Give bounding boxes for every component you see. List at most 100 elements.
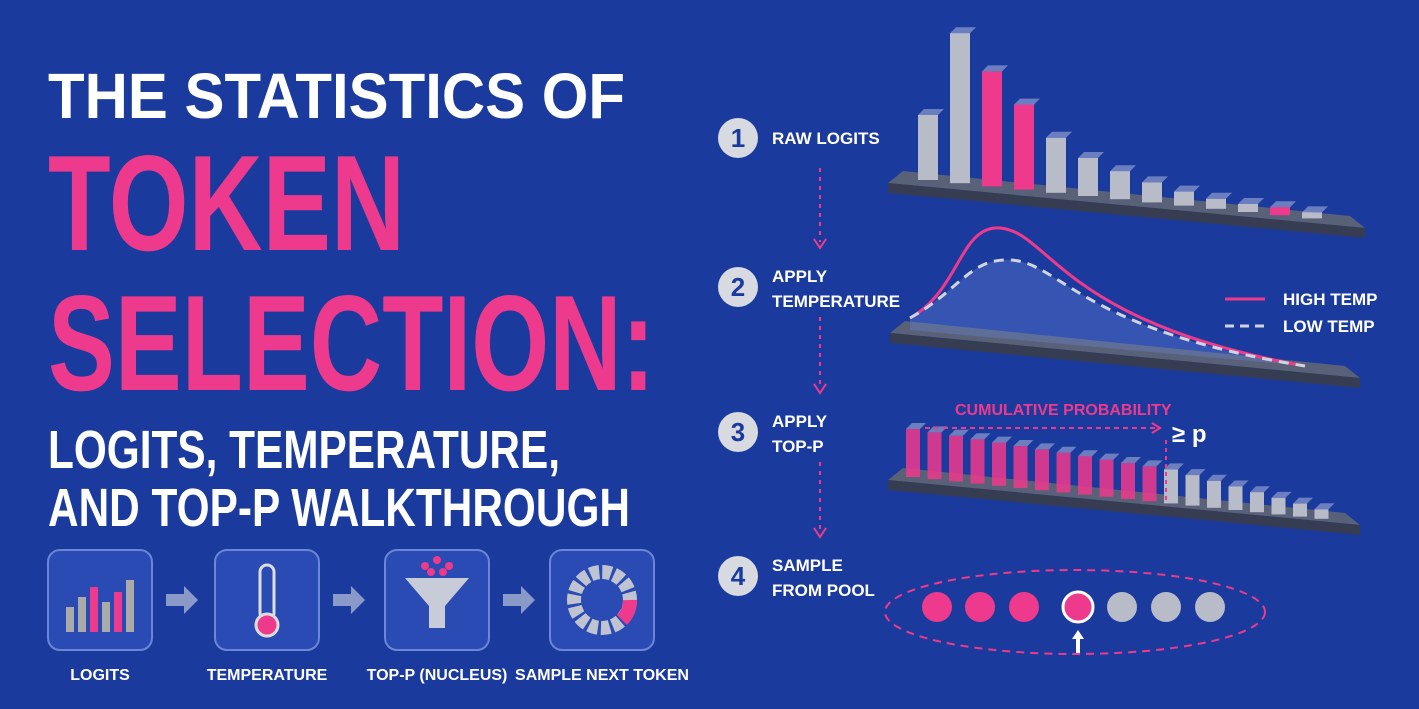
bar-top (1013, 440, 1034, 446)
icon-label: SAMPLE NEXT TOKEN (515, 667, 689, 684)
bar-top (1250, 486, 1270, 493)
token (1195, 592, 1225, 622)
token (965, 592, 995, 622)
bar (1121, 463, 1135, 499)
title-highlight: SELECTION: (48, 267, 655, 419)
bar (1056, 452, 1071, 493)
step-number: 1 (731, 123, 745, 153)
bar (950, 33, 970, 184)
particle (427, 568, 435, 576)
bar-top (1110, 165, 1136, 172)
bar-top (1207, 474, 1227, 481)
bar (1302, 212, 1322, 219)
particle (439, 568, 447, 576)
bar-top (1099, 453, 1120, 460)
flow-arrow (166, 586, 198, 614)
particle (445, 562, 453, 570)
bar (1314, 509, 1329, 519)
bar (1035, 449, 1049, 491)
platform (890, 321, 1360, 378)
bar (927, 432, 942, 480)
step-label: TEMPERATURE (772, 292, 900, 311)
bar (1250, 492, 1264, 513)
bar (1206, 198, 1226, 209)
connector-head (813, 238, 827, 250)
title-highlight: TOKEN (48, 127, 405, 279)
pick-arrow (1072, 630, 1084, 653)
bar (1078, 456, 1092, 495)
bar (1238, 204, 1258, 212)
bar (992, 442, 1006, 486)
step-number: 4 (731, 561, 746, 591)
icon-bar (114, 592, 122, 632)
bar (918, 115, 938, 180)
area (910, 259, 1305, 366)
flow-arrow (333, 586, 365, 614)
token (1151, 592, 1181, 622)
step-label: APPLY (772, 412, 828, 431)
bar-top (970, 433, 991, 440)
thermometer-bulb (254, 612, 280, 638)
subtitle-line: AND TOP-P WALKTHROUGH (48, 478, 630, 538)
bar-top (1302, 206, 1328, 213)
bar-top (1078, 450, 1098, 457)
step-label: SAMPLE (772, 556, 843, 575)
bar-top (950, 27, 976, 34)
icon-label: LOGITS (70, 667, 130, 684)
platform (888, 171, 1365, 228)
step-number: 3 (731, 417, 745, 447)
icon-bar (126, 580, 134, 632)
pool (884, 569, 1266, 655)
step-badge (718, 412, 758, 452)
token (922, 592, 952, 622)
bar-top (918, 109, 944, 115)
bar (1164, 469, 1178, 504)
bar-top (992, 436, 1012, 443)
connector-head (813, 383, 827, 395)
legend-label: LOW TEMP (1283, 317, 1375, 336)
bar-top (1142, 460, 1163, 467)
bar-top (1078, 152, 1104, 158)
bar-top (1270, 201, 1296, 208)
bar (1014, 104, 1034, 190)
bar-top (982, 65, 1008, 72)
bar-top (927, 426, 948, 433)
bar (1099, 459, 1114, 497)
connector-head (813, 527, 827, 539)
bar (1271, 497, 1286, 515)
wheel-segment (616, 599, 637, 625)
curve-low (909, 258, 1306, 368)
icon-label: TEMPERATURE (207, 667, 328, 684)
bar (949, 435, 963, 482)
icon-box (47, 549, 153, 651)
step-label: FROM POOL (772, 581, 875, 600)
bar (1207, 480, 1221, 508)
illustrations (884, 27, 1365, 655)
platform-edge (888, 480, 1360, 535)
step-badge (718, 267, 758, 307)
bar-top (1238, 198, 1264, 204)
icon-box (214, 549, 320, 651)
bar-top (1228, 480, 1249, 487)
legend-label: HIGH TEMP (1283, 290, 1377, 309)
bar (1185, 475, 1200, 506)
funnel (405, 578, 469, 628)
annotation: ≥ p (1172, 421, 1207, 448)
bar-top (1164, 463, 1184, 470)
step-badge (718, 118, 758, 158)
step-number: 2 (731, 272, 745, 302)
cumulative-arrow-head (1151, 422, 1162, 434)
bar-top (1271, 491, 1292, 498)
bar (1013, 446, 1028, 488)
particle (433, 556, 441, 564)
bar (1046, 137, 1066, 193)
icon-bar (90, 587, 98, 632)
token (1107, 592, 1137, 622)
bar-top (1142, 176, 1168, 183)
bar (1270, 207, 1290, 216)
step-label: TOP-P (772, 437, 824, 456)
bar-top (1314, 503, 1335, 510)
bar (906, 429, 920, 477)
platform-edge (888, 183, 1365, 238)
bar-top (906, 423, 926, 429)
